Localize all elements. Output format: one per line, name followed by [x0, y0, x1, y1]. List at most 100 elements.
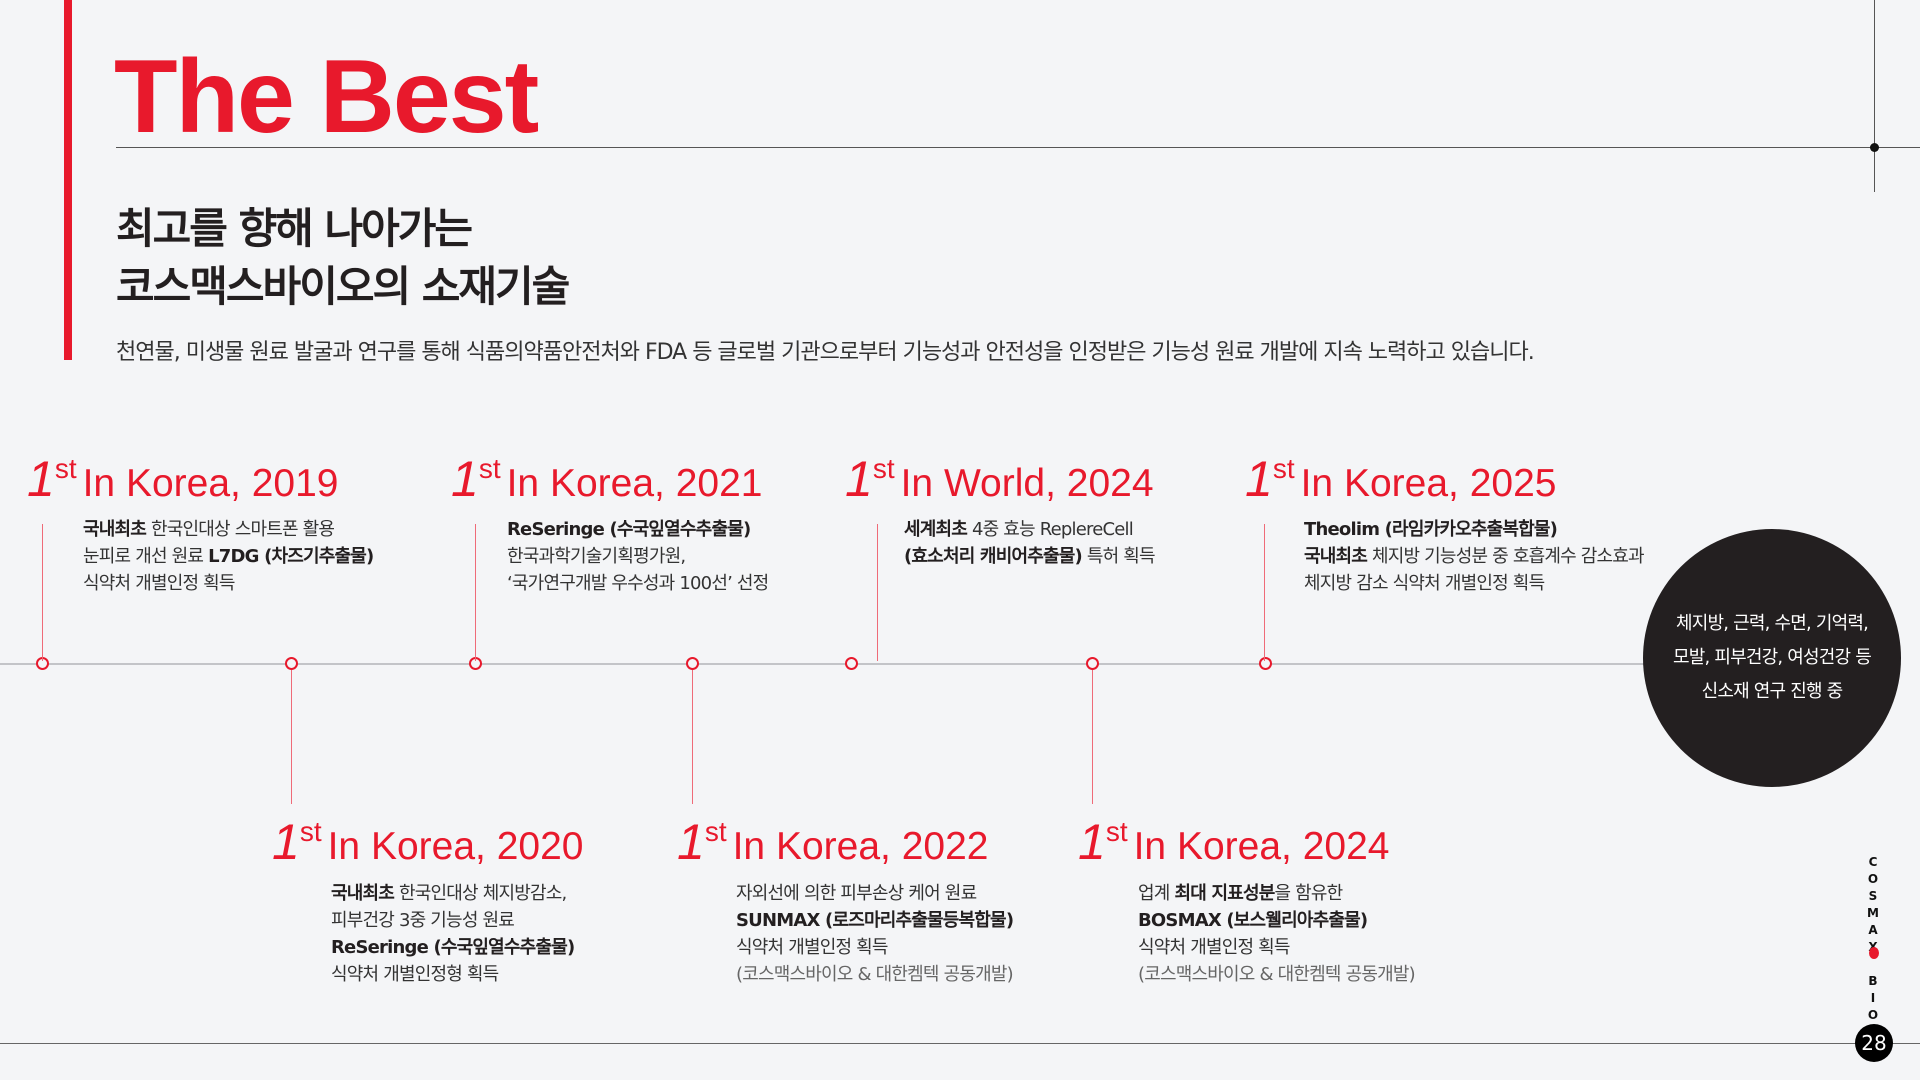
description-line: 국내최초 한국인대상 스마트폰 활용	[83, 516, 373, 543]
milestone-description: ReSeringe (수국잎열수추출물) 한국과학기술기획평가원, ‘국가연구개발 …	[507, 516, 769, 597]
rank-number: 1	[272, 814, 300, 870]
timeline-node	[686, 657, 699, 670]
subtitle-line: 코스맥스바이오의 소재기술	[116, 262, 570, 311]
text: 식약처 개별인정 획득	[736, 937, 888, 958]
text: 한국과학기술기획평가원,	[507, 546, 686, 567]
text: (코스맥스바이오 & 대한켐텍 공동개발)	[1138, 964, 1416, 985]
rank-suffix: st	[54, 453, 77, 484]
page-title: The Best	[114, 39, 539, 155]
milestone-label: In Korea, 2019	[82, 462, 339, 505]
description-line: Theolim (라임카카오추출복합물)	[1304, 516, 1644, 543]
description-line: 국내최초 한국인대상 체지방감소,	[331, 880, 574, 907]
description-line: BOSMAX (보스웰리아추출물)	[1138, 907, 1415, 934]
text: 한국인대상 체지방감소,	[394, 883, 567, 904]
text: ‘국가연구개발 우수성과 100선’ 선정	[507, 573, 769, 594]
description-line: 업계 최대 지표성분을 함유한	[1138, 880, 1415, 907]
highlight-text: SUNMAX (로즈마리추출물등복합물)	[736, 910, 1014, 931]
timeline-connector	[1264, 524, 1265, 661]
description-line: 피부건강 3중 기능성 원료	[331, 907, 574, 934]
timeline-node	[1259, 657, 1272, 670]
timeline-connector	[475, 524, 476, 661]
text: (코스맥스바이오 & 대한켐텍 공동개발)	[736, 964, 1014, 985]
future-line: 체지방, 근력, 수면, 기억력,	[1675, 613, 1869, 634]
timeline-connector	[692, 670, 693, 804]
text: 을 함유한	[1274, 883, 1343, 904]
highlight-text: 국내최초	[1304, 546, 1368, 567]
text: 업계	[1138, 883, 1175, 904]
description-line: 식약처 개별인정 획득	[736, 934, 1013, 961]
description-line: 국내최초 체지방 기능성분 중 호흡계수 감소효과	[1304, 543, 1645, 570]
timeline-node	[845, 657, 858, 670]
highlight-text: 최대 지표성분	[1174, 883, 1275, 904]
description-line: 자외선에 의한 피부손상 케어 원료	[736, 880, 1013, 907]
rank-suffix: st	[704, 816, 727, 847]
milestone-description: 국내최초 한국인대상 체지방감소, 피부건강 3중 기능성 원료 ReSeringe…	[331, 880, 575, 988]
milestone-description: Theolim (라임카카오추출복합물) 국내최초 체지방 기능성분 중 호흡계수…	[1304, 516, 1645, 597]
milestone-description: 업계 최대 지표성분을 함유한 BOSMAX (보스웰리아추출물) 식약처 개별인정…	[1138, 880, 1416, 988]
text: 눈피로 개선 원료	[83, 546, 209, 567]
description-line: 체지방 감소 식약처 개별인정 획득	[1304, 570, 1644, 597]
highlight-text: Theolim (라임카카오추출복합물)	[1304, 519, 1558, 540]
text: 식약처 개별인정 획득	[1138, 937, 1290, 958]
rank-number: 1	[27, 451, 55, 507]
description-line: 식약처 개별인정 획득	[83, 570, 373, 597]
rank-suffix: st	[872, 453, 895, 484]
milestone-heading: 1st In Korea, 2024	[1078, 817, 1389, 867]
text: 피부건강 3중 기능성 원료	[331, 910, 515, 931]
highlight-text: L7DG (차즈기추출물)	[208, 546, 374, 567]
milestone-heading: 1st In Korea, 2019	[27, 454, 338, 504]
brand-mark-icon	[1869, 947, 1879, 959]
milestone-description: 국내최초 한국인대상 스마트폰 활용 눈피로 개선 원료 L7DG (차즈기추출물…	[83, 516, 374, 597]
timeline-connector	[42, 524, 43, 661]
footer-divider	[0, 1043, 1920, 1044]
description: 천연물, 미생물 원료 발굴과 연구를 통해 식품의약품안전처와 FDA 등 글…	[116, 340, 1535, 365]
milestone-label: In World, 2024	[900, 462, 1154, 505]
divider-vertical	[1874, 0, 1875, 192]
description-line: 한국과학기술기획평가원,	[507, 543, 768, 570]
description-line: 식약처 개별인정 획득	[1138, 934, 1415, 961]
description-line: (코스맥스바이오 & 대한켐텍 공동개발)	[736, 961, 1014, 988]
milestone-heading: 1st In Korea, 2020	[272, 817, 583, 867]
brand-logo: COSMAX BIO	[1866, 855, 1880, 1025]
future-research-badge: 체지방, 근력, 수면, 기억력, 모발, 피부건강, 여성건강 등 신소재 연…	[1643, 529, 1901, 787]
milestone-heading: 1st In World, 2024	[845, 454, 1154, 504]
text: 한국인대상 스마트폰 활용	[146, 519, 335, 540]
future-line: 신소재 연구 진행 중	[1701, 681, 1844, 702]
description-line: 식약처 개별인정형 획득	[331, 961, 574, 988]
description-line: ReSeringe (수국잎열수추출물)	[507, 516, 768, 543]
milestone-description: 자외선에 의한 피부손상 케어 원료 SUNMAX (로즈마리추출물등복합물) 식약…	[736, 880, 1014, 988]
rank-suffix: st	[299, 816, 322, 847]
highlight-text: ReSeringe (수국잎열수추출물)	[331, 937, 575, 958]
rank-number: 1	[451, 451, 479, 507]
milestone-heading: 1st In Korea, 2021	[451, 454, 762, 504]
description-line: ReSeringe (수국잎열수추출물)	[331, 934, 575, 961]
milestone-label: In Korea, 2024	[1133, 825, 1390, 868]
highlight-text: 국내최초	[331, 883, 395, 904]
timeline-node	[1086, 657, 1099, 670]
milestone-description: 세계최초 4중 효능 ReplereCell (효소처리 캐비어추출물) 특허 획…	[904, 516, 1156, 570]
timeline-connector	[291, 670, 292, 804]
accent-bar	[64, 0, 72, 360]
rank-number: 1	[1245, 451, 1273, 507]
milestone-label: In Korea, 2025	[1300, 462, 1557, 505]
highlight-text: 세계최초	[904, 519, 968, 540]
highlight-text: BOSMAX (보스웰리아추출물)	[1138, 910, 1368, 931]
page-number: 28	[1855, 1024, 1893, 1062]
future-line: 모발, 피부건강, 여성건강 등	[1673, 647, 1872, 668]
text: 식약처 개별인정 획득	[83, 573, 235, 594]
milestone-label: In Korea, 2020	[327, 825, 584, 868]
rank-number: 1	[845, 451, 873, 507]
text: 체지방 감소 식약처 개별인정 획득	[1304, 573, 1545, 594]
milestone-heading: 1st In Korea, 2025	[1245, 454, 1556, 504]
milestone-label: In Korea, 2022	[732, 825, 989, 868]
timeline-connector	[877, 524, 878, 661]
timeline-connector	[1092, 670, 1093, 804]
description-line: 눈피로 개선 원료 L7DG (차즈기추출물)	[83, 543, 374, 570]
text: 식약처 개별인정형 획득	[331, 964, 499, 985]
description-line: SUNMAX (로즈마리추출물등복합물)	[736, 907, 1014, 934]
rank-suffix: st	[1105, 816, 1128, 847]
rank-suffix: st	[1272, 453, 1295, 484]
divider	[116, 147, 1920, 148]
subtitle: 최고를 향해 나아가는 코스맥스바이오의 소재기술	[116, 200, 570, 316]
highlight-text: 국내최초	[83, 519, 147, 540]
